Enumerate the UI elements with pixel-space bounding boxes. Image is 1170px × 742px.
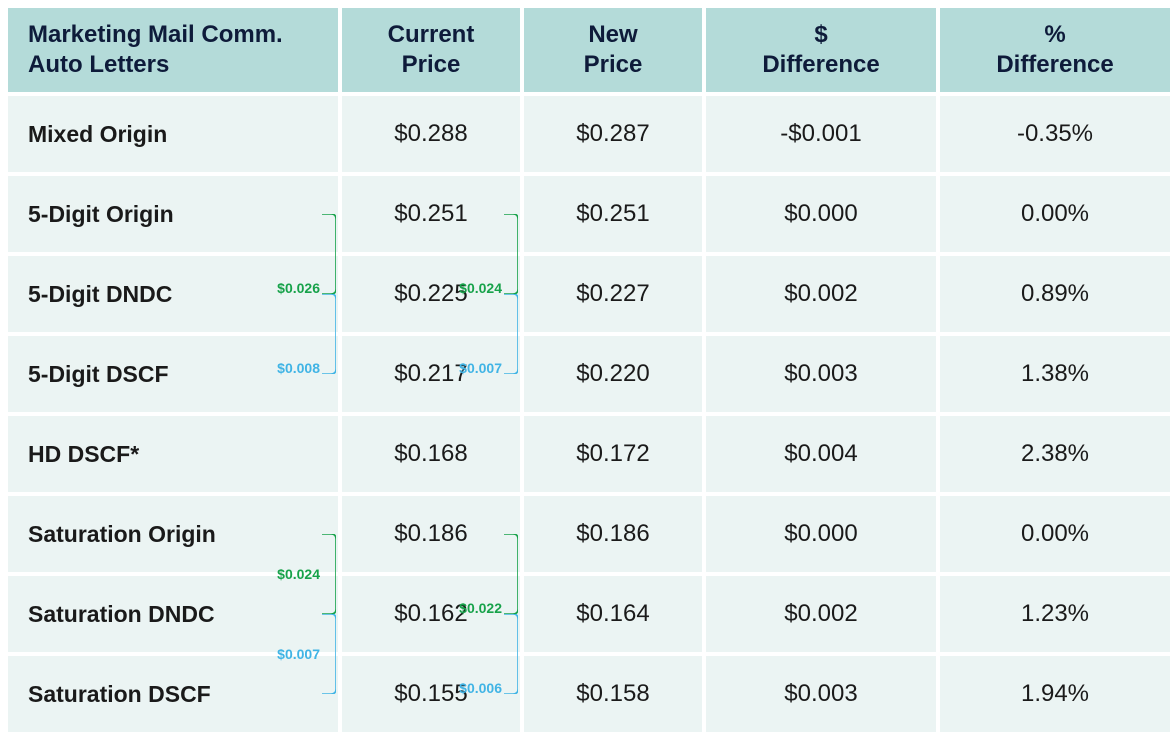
- cell-dollar-diff: $0.002: [706, 256, 936, 332]
- cell-new-price: $0.251: [524, 176, 702, 252]
- cell-pct-diff: 2.38%: [940, 416, 1170, 492]
- cell-pct-diff: 1.23%: [940, 576, 1170, 652]
- cell-dollar-diff: $0.003: [706, 656, 936, 732]
- header-text: Difference: [762, 51, 879, 78]
- row-label: 5-Digit Origin: [8, 176, 338, 252]
- cell-dollar-diff: -$0.001: [706, 96, 936, 172]
- header-text: New: [588, 21, 637, 48]
- table-body: Mixed Origin$0.288$0.287-$0.001-0.35%5-D…: [8, 96, 1170, 732]
- price-table: Marketing Mail Comm. Auto Letters Curren…: [4, 4, 1170, 736]
- cell-pct-diff: 1.94%: [940, 656, 1170, 732]
- row-label: Mixed Origin: [8, 96, 338, 172]
- cell-pct-diff: 0.00%: [940, 496, 1170, 572]
- cell-current-price: $0.168: [342, 416, 520, 492]
- header-dollar-diff: $ Difference: [706, 8, 936, 92]
- cell-current-price: $0.162: [342, 576, 520, 652]
- header-text: $: [814, 21, 827, 48]
- header-category: Marketing Mail Comm. Auto Letters: [8, 8, 338, 92]
- cell-new-price: $0.186: [524, 496, 702, 572]
- cell-pct-diff: 0.89%: [940, 256, 1170, 332]
- header-text: Price: [402, 51, 461, 78]
- cell-new-price: $0.172: [524, 416, 702, 492]
- cell-new-price: $0.158: [524, 656, 702, 732]
- cell-pct-diff: 1.38%: [940, 336, 1170, 412]
- row-label: Saturation DNDC: [8, 576, 338, 652]
- row-label: Saturation Origin: [8, 496, 338, 572]
- table-row: 5-Digit DNDC$0.225$0.227$0.0020.89%: [8, 256, 1170, 332]
- header-row: Marketing Mail Comm. Auto Letters Curren…: [8, 8, 1170, 92]
- cell-dollar-diff: $0.000: [706, 496, 936, 572]
- cell-new-price: $0.164: [524, 576, 702, 652]
- cell-current-price: $0.288: [342, 96, 520, 172]
- cell-current-price: $0.186: [342, 496, 520, 572]
- table-row: HD DSCF*$0.168$0.172$0.0042.38%: [8, 416, 1170, 492]
- cell-new-price: $0.287: [524, 96, 702, 172]
- cell-current-price: $0.251: [342, 176, 520, 252]
- cell-dollar-diff: $0.003: [706, 336, 936, 412]
- header-text: Auto Letters: [28, 51, 169, 78]
- table-row: Saturation DNDC$0.162$0.164$0.0021.23%: [8, 576, 1170, 652]
- table-row: 5-Digit Origin$0.251$0.251$0.0000.00%: [8, 176, 1170, 252]
- cell-current-price: $0.217: [342, 336, 520, 412]
- header-text: Marketing Mail Comm.: [28, 21, 283, 48]
- cell-current-price: $0.155: [342, 656, 520, 732]
- cell-current-price: $0.225: [342, 256, 520, 332]
- cell-pct-diff: 0.00%: [940, 176, 1170, 252]
- cell-dollar-diff: $0.002: [706, 576, 936, 652]
- header-text: Price: [584, 51, 643, 78]
- header-current-price: Current Price: [342, 8, 520, 92]
- row-label: 5-Digit DNDC: [8, 256, 338, 332]
- table-row: Mixed Origin$0.288$0.287-$0.001-0.35%: [8, 96, 1170, 172]
- row-label: Saturation DSCF: [8, 656, 338, 732]
- table-row: 5-Digit DSCF$0.217$0.220$0.0031.38%: [8, 336, 1170, 412]
- header-text: %: [1044, 21, 1065, 48]
- header-new-price: New Price: [524, 8, 702, 92]
- table-container: Marketing Mail Comm. Auto Letters Curren…: [4, 4, 1166, 736]
- table-row: Saturation Origin$0.186$0.186$0.0000.00%: [8, 496, 1170, 572]
- header-text: Difference: [996, 51, 1113, 78]
- header-text: Current: [388, 21, 475, 48]
- table-row: Saturation DSCF$0.155$0.158$0.0031.94%: [8, 656, 1170, 732]
- header-pct-diff: % Difference: [940, 8, 1170, 92]
- row-label: 5-Digit DSCF: [8, 336, 338, 412]
- row-label: HD DSCF*: [8, 416, 338, 492]
- cell-dollar-diff: $0.000: [706, 176, 936, 252]
- cell-dollar-diff: $0.004: [706, 416, 936, 492]
- cell-pct-diff: -0.35%: [940, 96, 1170, 172]
- cell-new-price: $0.220: [524, 336, 702, 412]
- cell-new-price: $0.227: [524, 256, 702, 332]
